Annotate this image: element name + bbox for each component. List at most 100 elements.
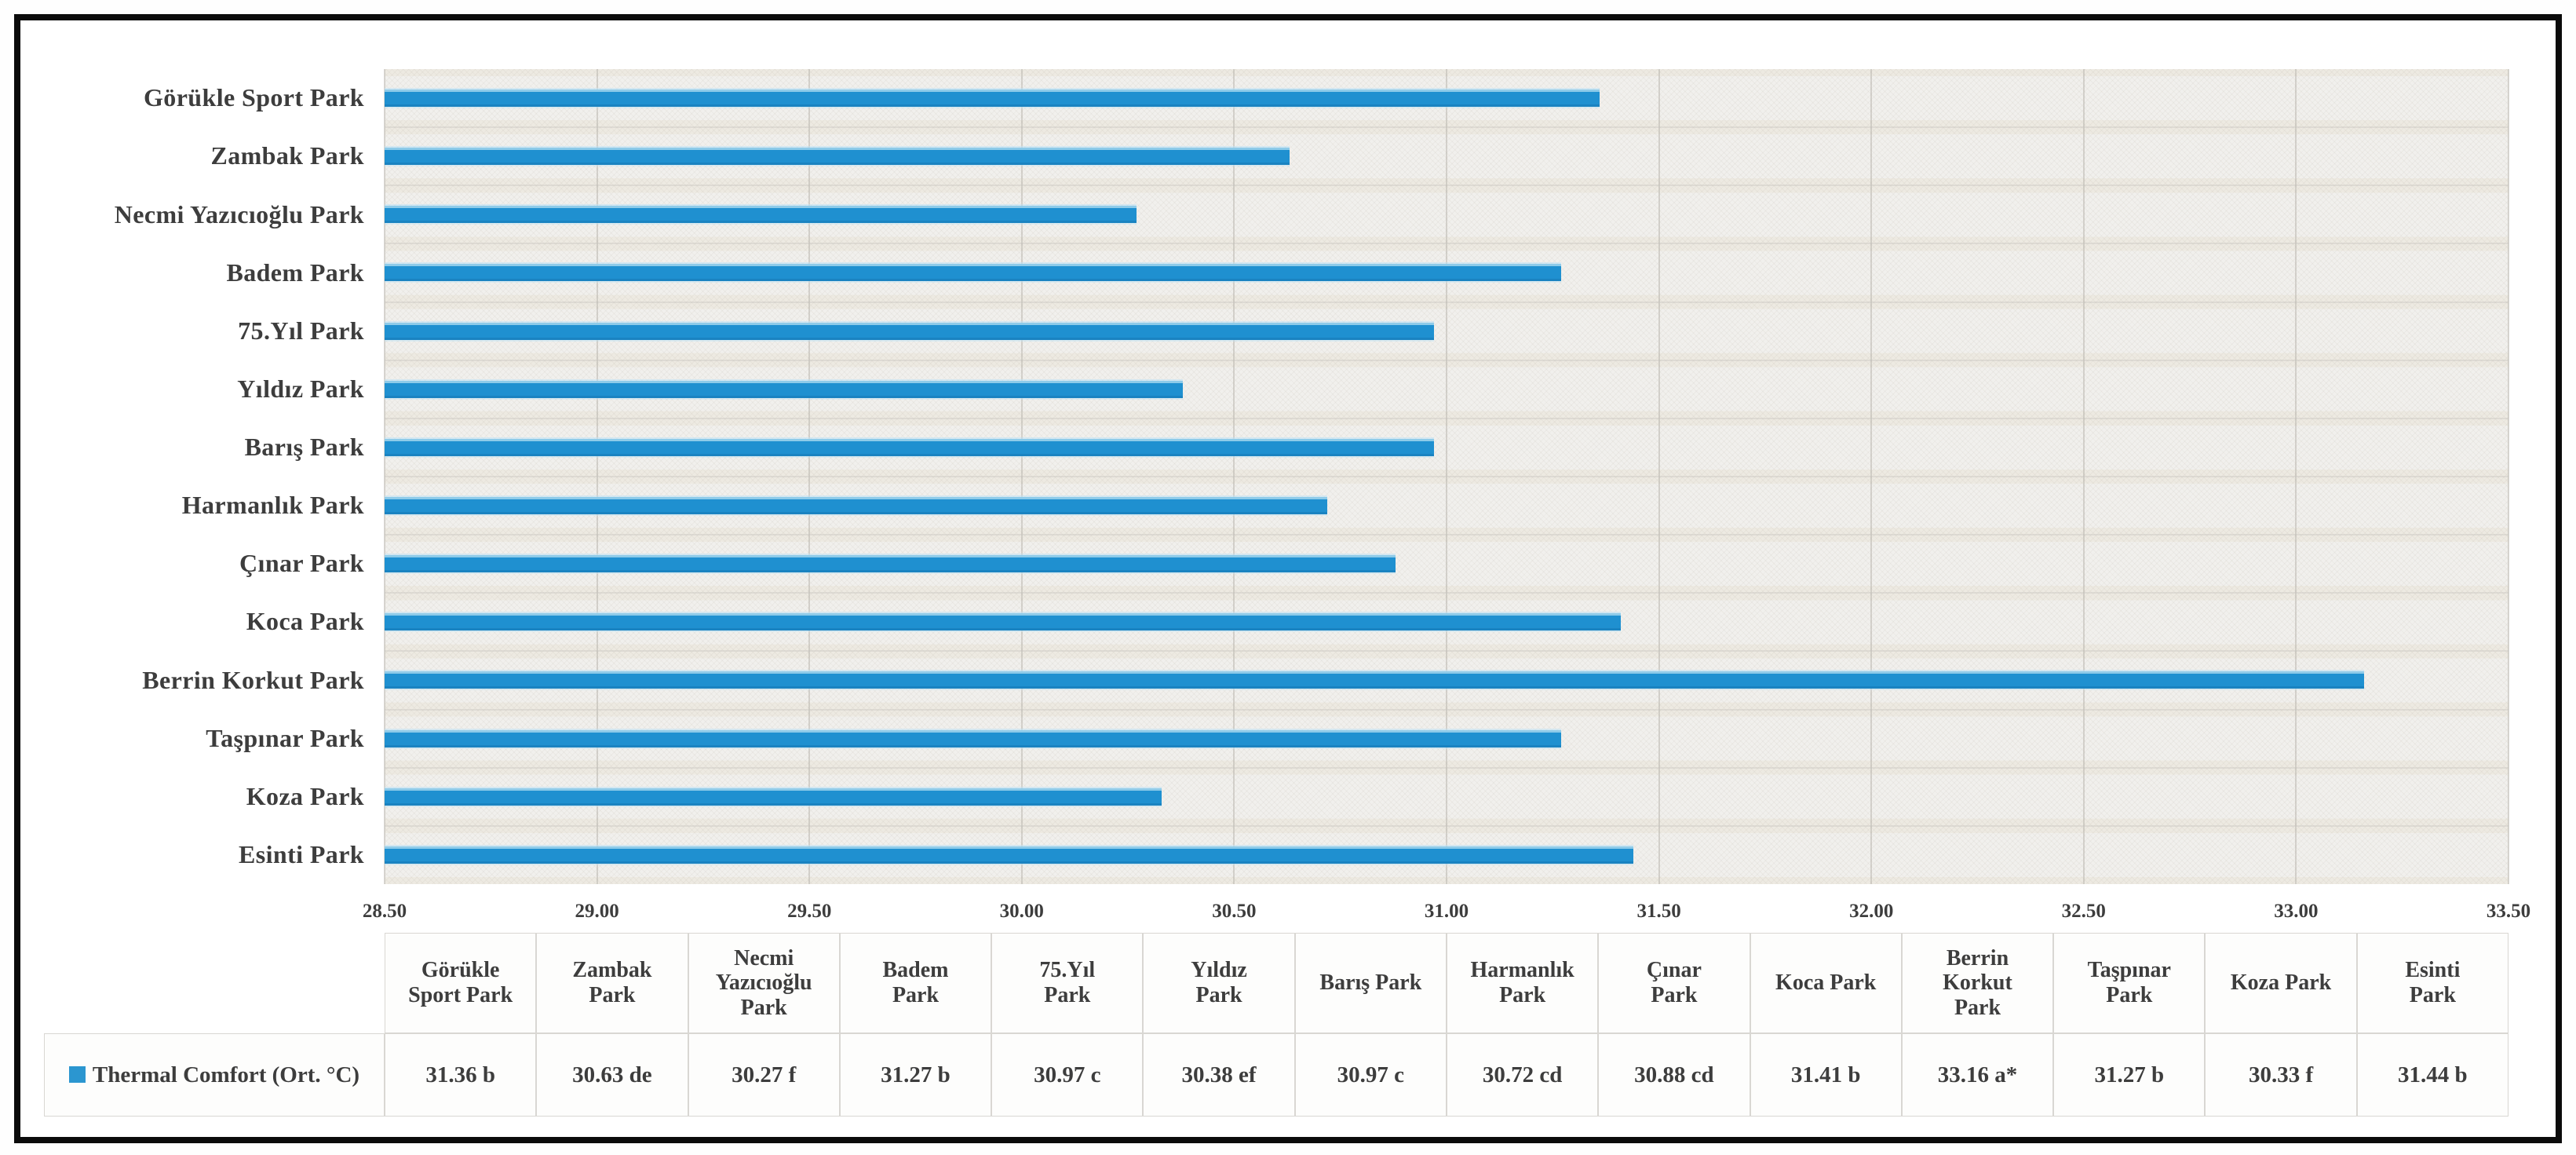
gridline	[596, 69, 598, 884]
gridline	[384, 69, 385, 884]
legend-swatch-icon	[68, 1065, 86, 1083]
table-value-cell: 31.27 b	[839, 1033, 992, 1117]
category-label: Berrin Korkut Park	[142, 665, 364, 694]
category-label: Barış Park	[244, 433, 364, 462]
data-table: Görükle Sport Park Zambak Park Necmi Yazıcıoğ…	[385, 933, 2508, 1117]
table-value-cell: 30.88 cd	[1598, 1033, 1750, 1117]
x-axis-tick-labels: 28.50 29.00 29.50 30.00 30.50 31.00 31.50 32.00…	[0, 895, 2576, 928]
category-label: Esinti Park	[239, 839, 364, 868]
table-header-cell: Taşpınar Park	[2053, 933, 2206, 1033]
x-tick-label: 31.00	[1424, 901, 1469, 922]
table-header-cell: Çınar Park	[1598, 933, 1750, 1033]
table-header-cell: Görükle Sport Park	[385, 933, 537, 1033]
x-tick-label: 33.50	[2486, 901, 2531, 922]
gridline	[1658, 69, 1660, 884]
category-label: Harmanlık Park	[181, 491, 364, 520]
row-separator-line	[385, 708, 2508, 711]
plot-area	[384, 69, 2509, 884]
table-value-cell: 30.27 f	[688, 1033, 840, 1117]
row-separator-line	[385, 766, 2508, 769]
table-header-cell: Zambak Park	[536, 933, 688, 1033]
category-label: Taşpınar Park	[206, 723, 364, 752]
x-tick-label: 30.00	[999, 901, 1044, 922]
x-tick-label: 30.50	[1212, 901, 1257, 922]
row-separator-line	[385, 592, 2508, 594]
bar	[385, 438, 1434, 456]
bar	[385, 671, 2364, 689]
bar	[385, 206, 1137, 224]
gridline	[1870, 69, 1873, 884]
bar	[385, 497, 1328, 515]
table-value-cell: 30.38 ef	[1143, 1033, 1295, 1117]
gridline	[808, 69, 811, 884]
category-label: Badem Park	[226, 258, 364, 287]
table-value-cell: 30.63 de	[536, 1033, 688, 1117]
bar	[385, 613, 1621, 631]
x-tick-label: 29.50	[787, 901, 832, 922]
gridline	[2295, 69, 2297, 884]
category-label: Görükle Sport Park	[144, 83, 364, 112]
table-value-cell: 31.41 b	[1750, 1033, 1902, 1117]
category-label: Çınar Park	[239, 549, 364, 578]
table-value-cell: 30.72 cd	[1447, 1033, 1599, 1117]
row-separator-line	[385, 126, 2508, 129]
row-separator-line	[385, 359, 2508, 361]
bar	[385, 555, 1396, 573]
table-header-cell: Koza Park	[2205, 933, 2357, 1033]
row-separator-line	[385, 301, 2508, 303]
x-tick-label: 29.00	[575, 901, 619, 922]
category-label: Yıldız Park	[237, 374, 364, 403]
x-tick-label: 33.00	[2274, 901, 2319, 922]
row-separator-line	[385, 185, 2508, 187]
x-tick-label: 31.50	[1636, 901, 1681, 922]
table-value-cell: 30.33 f	[2205, 1033, 2357, 1117]
category-label: Zambak Park	[210, 141, 364, 170]
table-header-cell: Esinti Park	[2356, 933, 2508, 1033]
table-header-cell: Badem Park	[839, 933, 992, 1033]
table-header-cell: Yıldız Park	[1143, 933, 1295, 1033]
table-value-cell: 31.27 b	[2053, 1033, 2206, 1117]
x-tick-label: 28.50	[362, 901, 407, 922]
bar	[385, 264, 1562, 282]
y-axis-labels: Görükle Sport Park Zambak Park Necmi Yazıc…	[0, 69, 385, 884]
row-separator-line	[385, 417, 2508, 419]
table-value-cell: 31.36 b	[385, 1033, 537, 1117]
category-label: Necmi Yazıcıoğlu Park	[114, 199, 364, 228]
bar	[385, 380, 1184, 398]
table-header-cell: Barış Park	[1294, 933, 1447, 1033]
row-separator-line	[385, 243, 2508, 245]
gridline	[2082, 69, 2085, 884]
table-value-cell: 33.16 a*	[1901, 1033, 2054, 1117]
row-separator-line	[385, 650, 2508, 652]
legend-entry: Thermal Comfort (Ort. °C)	[68, 1061, 360, 1089]
row-separator-line	[385, 824, 2508, 827]
table-header-cell: Harmanlık Park	[1447, 933, 1599, 1033]
legend-label: Thermal Comfort (Ort. °C)	[92, 1062, 360, 1087]
bar	[385, 788, 1162, 806]
row-separator-line	[385, 534, 2508, 536]
category-label: Koza Park	[246, 781, 364, 810]
category-label: Koca Park	[246, 607, 364, 636]
category-label: 75.Yıl Park	[238, 316, 364, 345]
table-value-cell: 31.44 b	[2356, 1033, 2508, 1117]
table-header-cell: 75.Yıl Park	[991, 933, 1144, 1033]
table-header-cell: Berrin Korkut Park	[1901, 933, 2054, 1033]
x-tick-label: 32.00	[1849, 901, 1894, 922]
gridline	[1020, 69, 1023, 884]
bar	[385, 90, 1600, 108]
table-header-cell: Koca Park	[1750, 933, 1902, 1033]
x-tick-label: 32.50	[2061, 901, 2106, 922]
table-value-cell: 30.97 c	[991, 1033, 1144, 1117]
bar	[385, 322, 1434, 340]
row-separator-line	[385, 475, 2508, 477]
table-value-cell: 30.97 c	[1294, 1033, 1447, 1117]
bar	[385, 148, 1290, 166]
bar	[385, 846, 1634, 864]
gridline	[2508, 69, 2509, 884]
gridline	[1233, 69, 1235, 884]
legend-cell: Thermal Comfort (Ort. °C)	[44, 1033, 385, 1117]
bar	[385, 729, 1562, 747]
table-header-cell: Necmi Yazıcıoğlu Park	[688, 933, 840, 1033]
gridline	[1446, 69, 1447, 884]
